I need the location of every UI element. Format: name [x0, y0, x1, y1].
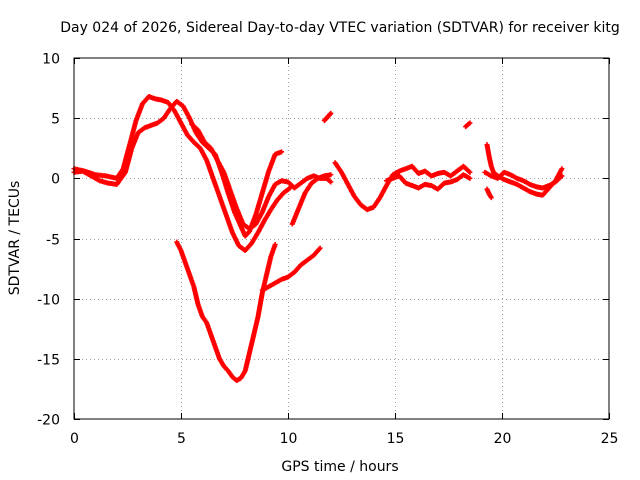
y-tick-label: 10	[42, 52, 60, 68]
y-tick-label: -20	[37, 413, 60, 429]
data-point	[467, 175, 473, 181]
data-point	[317, 245, 323, 251]
chart-title: Day 024 of 2026, Sidereal Day-to-day VTE…	[60, 20, 620, 36]
x-axis-label: GPS time / hours	[281, 459, 398, 475]
x-tick-label: 0	[70, 431, 79, 447]
x-tick-label: 10	[280, 431, 298, 447]
grid	[74, 58, 609, 419]
data-point	[559, 173, 565, 179]
data-point	[328, 172, 334, 178]
data-point	[279, 149, 285, 155]
y-tick-label: 5	[51, 112, 60, 128]
axis-ticks: 0 5 10 15 20 25 10 5 0 -5 -10 -15 -20	[37, 52, 618, 448]
data-point	[272, 242, 278, 248]
plot-frame	[73, 57, 610, 420]
data-point	[328, 110, 334, 116]
x-tick-label: 5	[177, 431, 186, 447]
y-tick-label: 0	[51, 172, 60, 188]
y-tick-label: -10	[37, 293, 60, 309]
data-point	[467, 169, 473, 175]
y-axis-label: SDTVAR / TECUs	[7, 181, 23, 296]
x-tick-label: 15	[387, 431, 405, 447]
x-tick-label: 20	[494, 431, 512, 447]
y-tick-label: -5	[46, 233, 60, 249]
data-point	[559, 166, 565, 172]
data-points	[71, 94, 565, 383]
data-point	[467, 120, 473, 126]
y-tick-label: -15	[37, 353, 60, 369]
x-tick-label: 25	[601, 431, 619, 447]
data-point	[328, 179, 334, 185]
data-point	[488, 195, 494, 201]
